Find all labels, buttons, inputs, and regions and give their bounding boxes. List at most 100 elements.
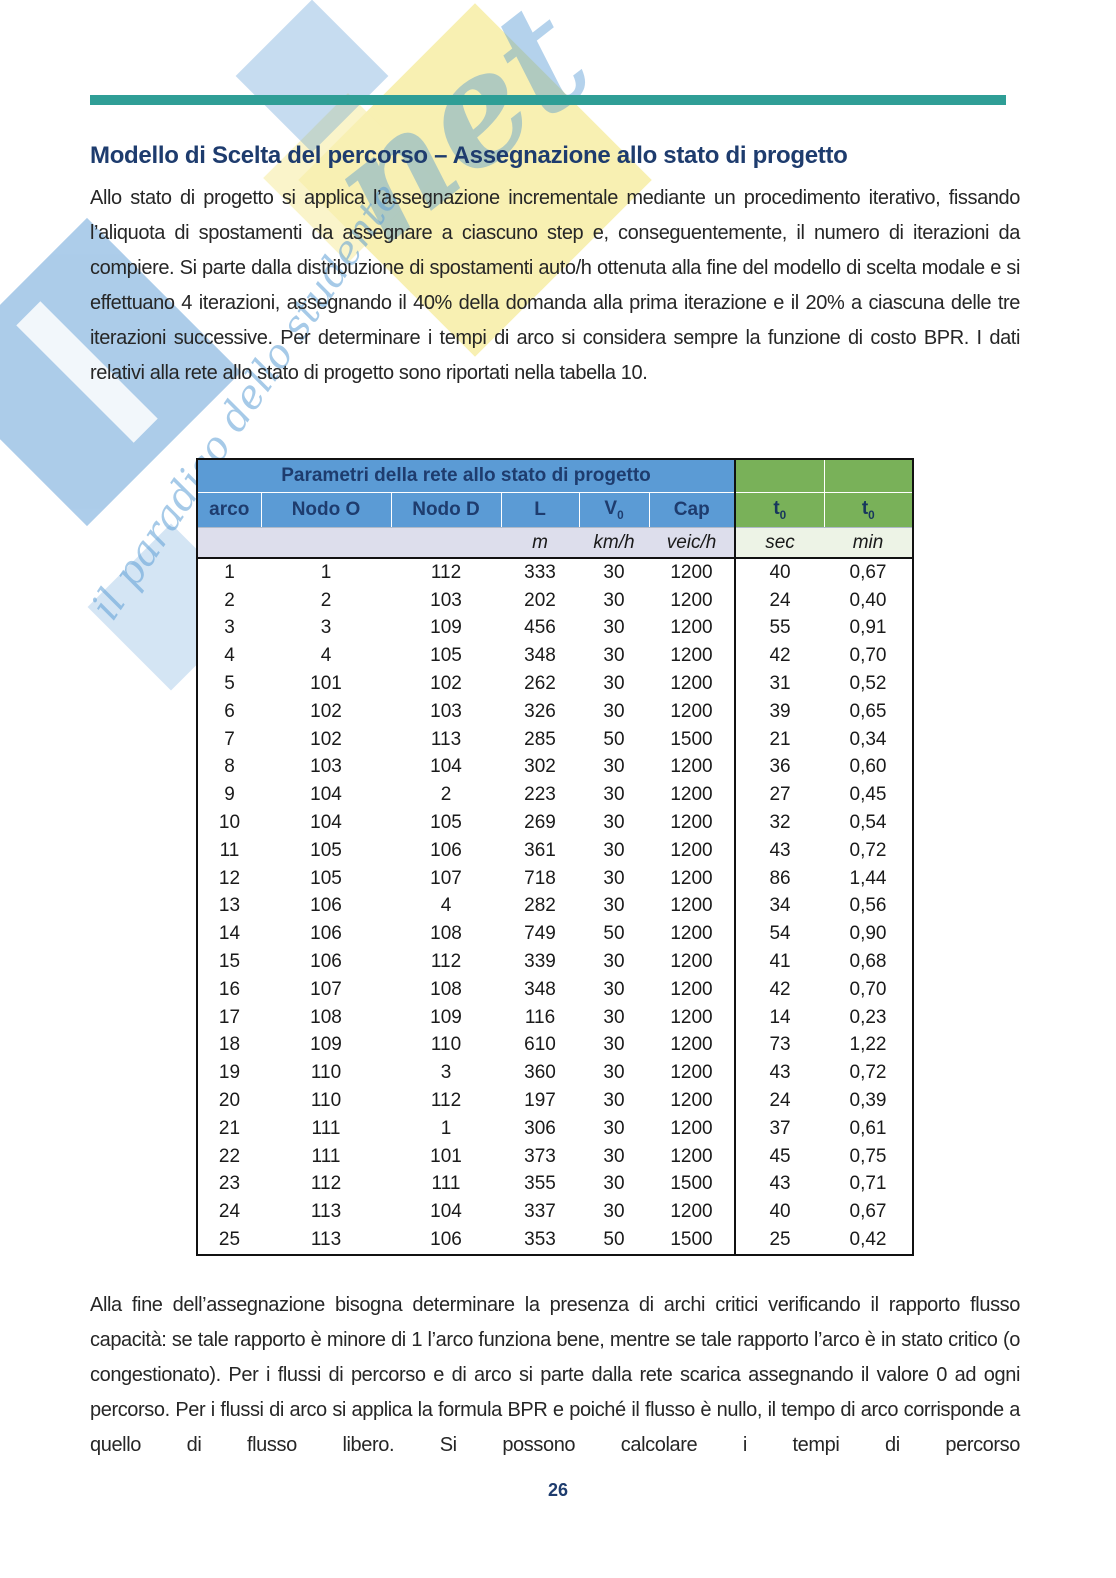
table-cell: 112 <box>430 951 462 973</box>
table-cell: 333 <box>524 561 556 583</box>
paragraph-intro: Allo stato di progetto si applica l’asse… <box>90 187 1020 384</box>
table-cell: 0,67 <box>849 561 887 583</box>
table-cell: 30 <box>603 1006 625 1028</box>
table-cell: 1500 <box>670 728 713 750</box>
table-cell: 14 <box>218 923 241 945</box>
table-cell: 0,75 <box>849 1145 887 1167</box>
table-row: 3 3 109 456 30 1200 55 0,91 <box>197 614 913 643</box>
table-cell: 1,44 <box>849 867 887 889</box>
table-cell: 1200 <box>670 756 713 778</box>
table-cell: 101 <box>430 1145 462 1167</box>
table-cell: 30 <box>603 1090 625 1112</box>
table-row: 12 105 107 718 30 1200 86 1,44 <box>197 864 913 893</box>
table-cell: 43 <box>734 1170 825 1199</box>
table-cell: 113 <box>310 1229 342 1251</box>
table-cell: 106 <box>430 1229 462 1251</box>
table-row: 5 101 102 262 30 1200 31 0,52 <box>197 670 913 698</box>
table-cell: 30 <box>603 700 625 722</box>
table-cell: 45 <box>734 1142 825 1171</box>
table-cell: 30 <box>603 978 625 1000</box>
table-cell: 360 <box>524 1062 556 1084</box>
table-cell: 0,40 <box>849 589 887 611</box>
table-cell: 42 <box>734 642 825 671</box>
table-cell: 0,56 <box>849 895 887 917</box>
table-cell: 40 <box>734 558 825 587</box>
table-cell: 1200 <box>670 561 713 583</box>
table-cell: 353 <box>524 1229 556 1251</box>
table-cell: 0,90 <box>849 923 887 945</box>
table-row: 4 4 105 348 30 1200 42 0,70 <box>197 642 913 671</box>
table-row: 21 111 1 306 30 1200 37 0,61 <box>197 1114 913 1143</box>
table-cell: 43 <box>734 836 825 865</box>
table-cell: 104 <box>310 784 342 806</box>
table-cell: 269 <box>524 812 556 834</box>
table-cell: 25 <box>218 1229 241 1251</box>
table-cell: 30 <box>603 756 625 778</box>
table-cell: 0,91 <box>849 617 887 639</box>
table-cell: 1200 <box>670 617 713 639</box>
table-cell: 24 <box>734 1087 825 1115</box>
table-row: 11 105 106 361 30 1200 43 0,72 <box>197 836 913 865</box>
table-cell: 43 <box>734 1059 825 1088</box>
table-cell: 112 <box>430 561 462 583</box>
header-rule <box>90 95 1006 105</box>
table-cell: 50 <box>603 728 625 750</box>
table-cell: 0,70 <box>849 978 887 1000</box>
table-cell: 1,22 <box>849 1034 887 1056</box>
table-row: 15 106 112 339 30 1200 41 0,68 <box>197 948 913 976</box>
paragraph-conclusion: Alla fine dell’assegnazione bisogna dete… <box>90 1294 1020 1456</box>
table-cell: 223 <box>524 784 556 806</box>
table-cell: 1200 <box>670 1006 713 1028</box>
column-header: t0 <box>734 492 825 528</box>
table-cell: 610 <box>524 1034 556 1056</box>
table-cell: 19 <box>218 1062 241 1084</box>
table-cell: 2 <box>320 589 332 611</box>
unit-cell <box>391 527 501 559</box>
table-cell: 34 <box>734 892 825 921</box>
table-cell: 116 <box>524 1006 556 1028</box>
table-cell: 39 <box>734 697 825 726</box>
table-cell: 0,61 <box>849 1117 887 1139</box>
table-cell: 24 <box>734 586 825 615</box>
table-cell: 113 <box>310 1201 342 1223</box>
table-cell: 1500 <box>670 1229 713 1251</box>
table-cell: 0,60 <box>849 756 887 778</box>
table-cell: 30 <box>603 1117 625 1139</box>
network-parameters-table: Parametri della rete allo stato di proge… <box>196 458 915 1256</box>
table-cell: 40 <box>734 1198 825 1227</box>
table-cell: 4 <box>320 645 332 667</box>
column-header: Cap <box>649 492 736 528</box>
table-cell: 105 <box>310 839 342 861</box>
table-cell: 1200 <box>670 839 713 861</box>
table-units-row: m km/h veic/h sec min <box>197 527 914 559</box>
table-cell: 1 <box>320 561 332 583</box>
table-row: 17 108 109 116 30 1200 14 0,23 <box>197 1003 913 1032</box>
table-row: 14 106 108 749 50 1200 54 0,90 <box>197 920 913 949</box>
unit-cell: m <box>501 527 579 559</box>
table-cell: 112 <box>430 1090 462 1112</box>
table-cell: 0,39 <box>849 1090 887 1112</box>
table-cell: 106 <box>310 951 342 973</box>
table-cell: 30 <box>603 589 625 611</box>
table-cell: 1200 <box>670 589 713 611</box>
table-cell: 30 <box>603 617 625 639</box>
table-cell: 111 <box>311 1145 341 1167</box>
table-cell: 1200 <box>670 978 713 1000</box>
table-cell: 112 <box>310 1173 342 1195</box>
table-cell: 337 <box>524 1201 556 1223</box>
table-cell: 1200 <box>670 1201 713 1223</box>
table-row: 9 104 2 223 30 1200 27 0,45 <box>197 781 913 810</box>
table-cell: 41 <box>734 948 825 976</box>
table-cell: 1200 <box>670 895 713 917</box>
table-cell: 373 <box>524 1145 556 1167</box>
page-title: Modello di Scelta del percorso – Assegna… <box>90 142 848 169</box>
table-cell: 21 <box>218 1117 241 1139</box>
table-cell: 1500 <box>670 1173 713 1195</box>
table-group-empty-cell <box>734 459 825 493</box>
table-cell: 42 <box>734 975 825 1004</box>
table-cell: 6 <box>224 700 235 722</box>
table-row: 18 109 110 610 30 1200 73 1,22 <box>197 1031 913 1060</box>
table-cell: 1 <box>224 561 235 583</box>
table-cell: 1200 <box>670 1062 713 1084</box>
